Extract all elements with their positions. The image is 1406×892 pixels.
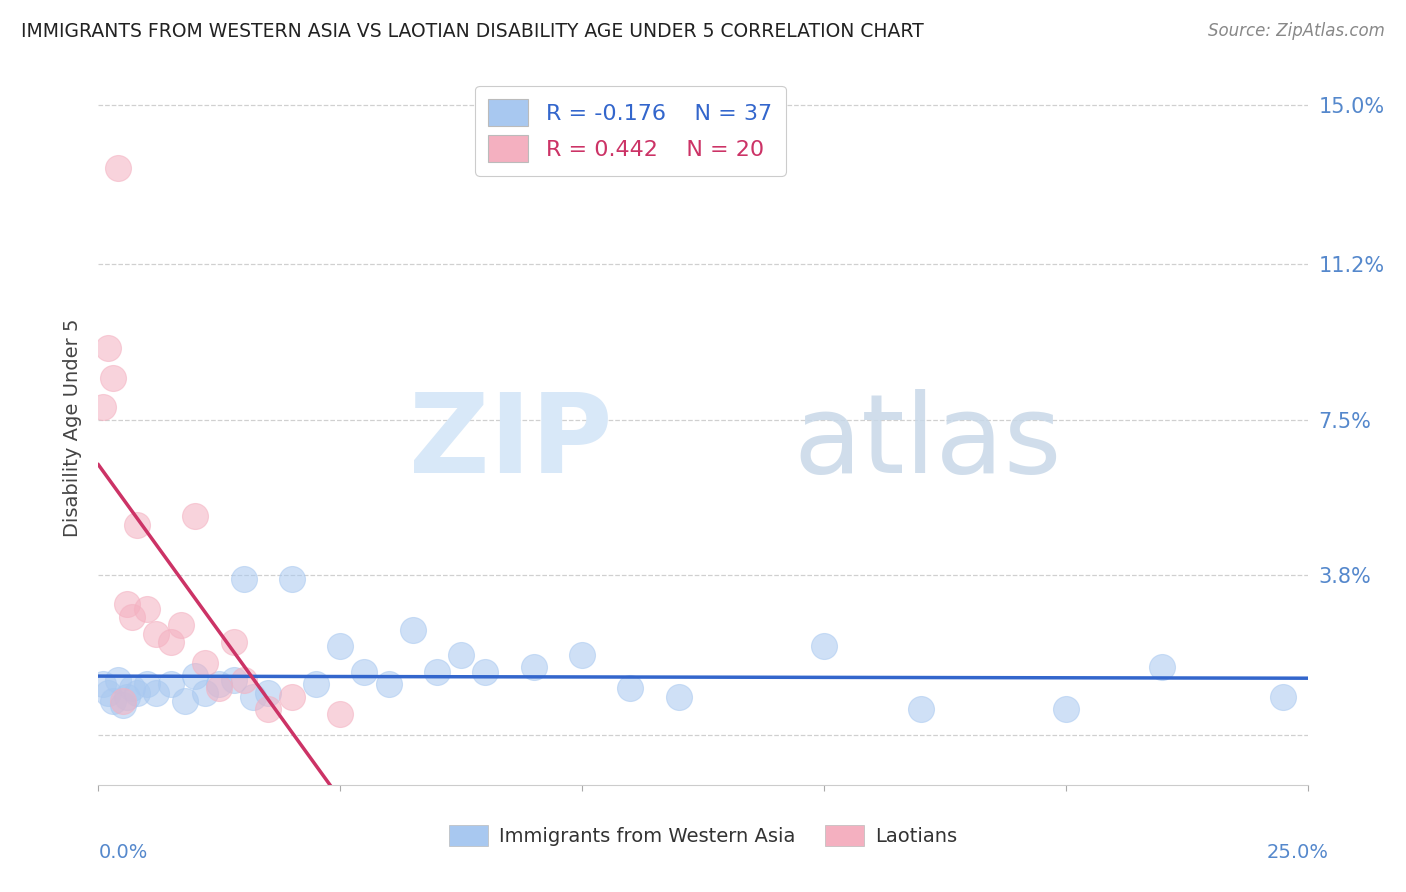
Point <box>174 694 197 708</box>
Text: IMMIGRANTS FROM WESTERN ASIA VS LAOTIAN DISABILITY AGE UNDER 5 CORRELATION CHART: IMMIGRANTS FROM WESTERN ASIA VS LAOTIAN … <box>21 22 924 41</box>
Point <box>281 572 304 586</box>
Point <box>232 673 254 687</box>
Point <box>1152 660 1174 674</box>
Point <box>668 690 690 704</box>
Point <box>329 640 352 654</box>
Point <box>232 572 254 586</box>
Point <box>402 623 425 637</box>
Point <box>208 677 231 691</box>
Point <box>353 665 375 679</box>
Point <box>222 635 245 649</box>
Point <box>242 690 264 704</box>
Point <box>169 618 191 632</box>
Point <box>121 681 143 696</box>
Point <box>121 610 143 624</box>
Point <box>281 690 304 704</box>
Point <box>127 685 149 699</box>
Text: ZIP: ZIP <box>409 389 613 496</box>
Point <box>91 400 114 414</box>
Point <box>377 677 399 691</box>
Point <box>474 665 496 679</box>
Point <box>101 694 124 708</box>
Point <box>111 694 134 708</box>
Point <box>184 669 207 683</box>
Text: atlas: atlas <box>793 389 1062 496</box>
Legend: Immigrants from Western Asia, Laotians: Immigrants from Western Asia, Laotians <box>441 817 965 854</box>
Point <box>160 635 183 649</box>
Y-axis label: Disability Age Under 5: Disability Age Under 5 <box>63 319 82 537</box>
Point <box>256 702 278 716</box>
Point <box>101 371 124 385</box>
Point <box>91 677 114 691</box>
Point <box>117 598 139 612</box>
Point <box>97 685 120 699</box>
Point <box>426 665 449 679</box>
Point <box>523 660 546 674</box>
Point <box>135 677 157 691</box>
Point <box>160 677 183 691</box>
Point <box>184 509 207 524</box>
Text: 25.0%: 25.0% <box>1267 843 1329 862</box>
Point <box>305 677 328 691</box>
Point <box>194 657 217 671</box>
Point <box>256 685 278 699</box>
Text: 0.0%: 0.0% <box>98 843 148 862</box>
Text: Source: ZipAtlas.com: Source: ZipAtlas.com <box>1208 22 1385 40</box>
Point <box>107 673 129 687</box>
Point <box>208 681 231 696</box>
Point <box>619 681 641 696</box>
Point <box>194 685 217 699</box>
Point <box>571 648 593 662</box>
Point <box>813 640 835 654</box>
Point <box>117 690 139 704</box>
Point <box>222 673 245 687</box>
Point <box>329 706 352 721</box>
Point <box>1272 690 1295 704</box>
Point <box>1054 702 1077 716</box>
Point <box>135 601 157 615</box>
Point <box>450 648 472 662</box>
Point <box>97 342 120 356</box>
Point <box>145 627 167 641</box>
Point <box>127 517 149 532</box>
Point <box>910 702 932 716</box>
Point <box>111 698 134 713</box>
Point <box>145 685 167 699</box>
Point <box>107 161 129 175</box>
